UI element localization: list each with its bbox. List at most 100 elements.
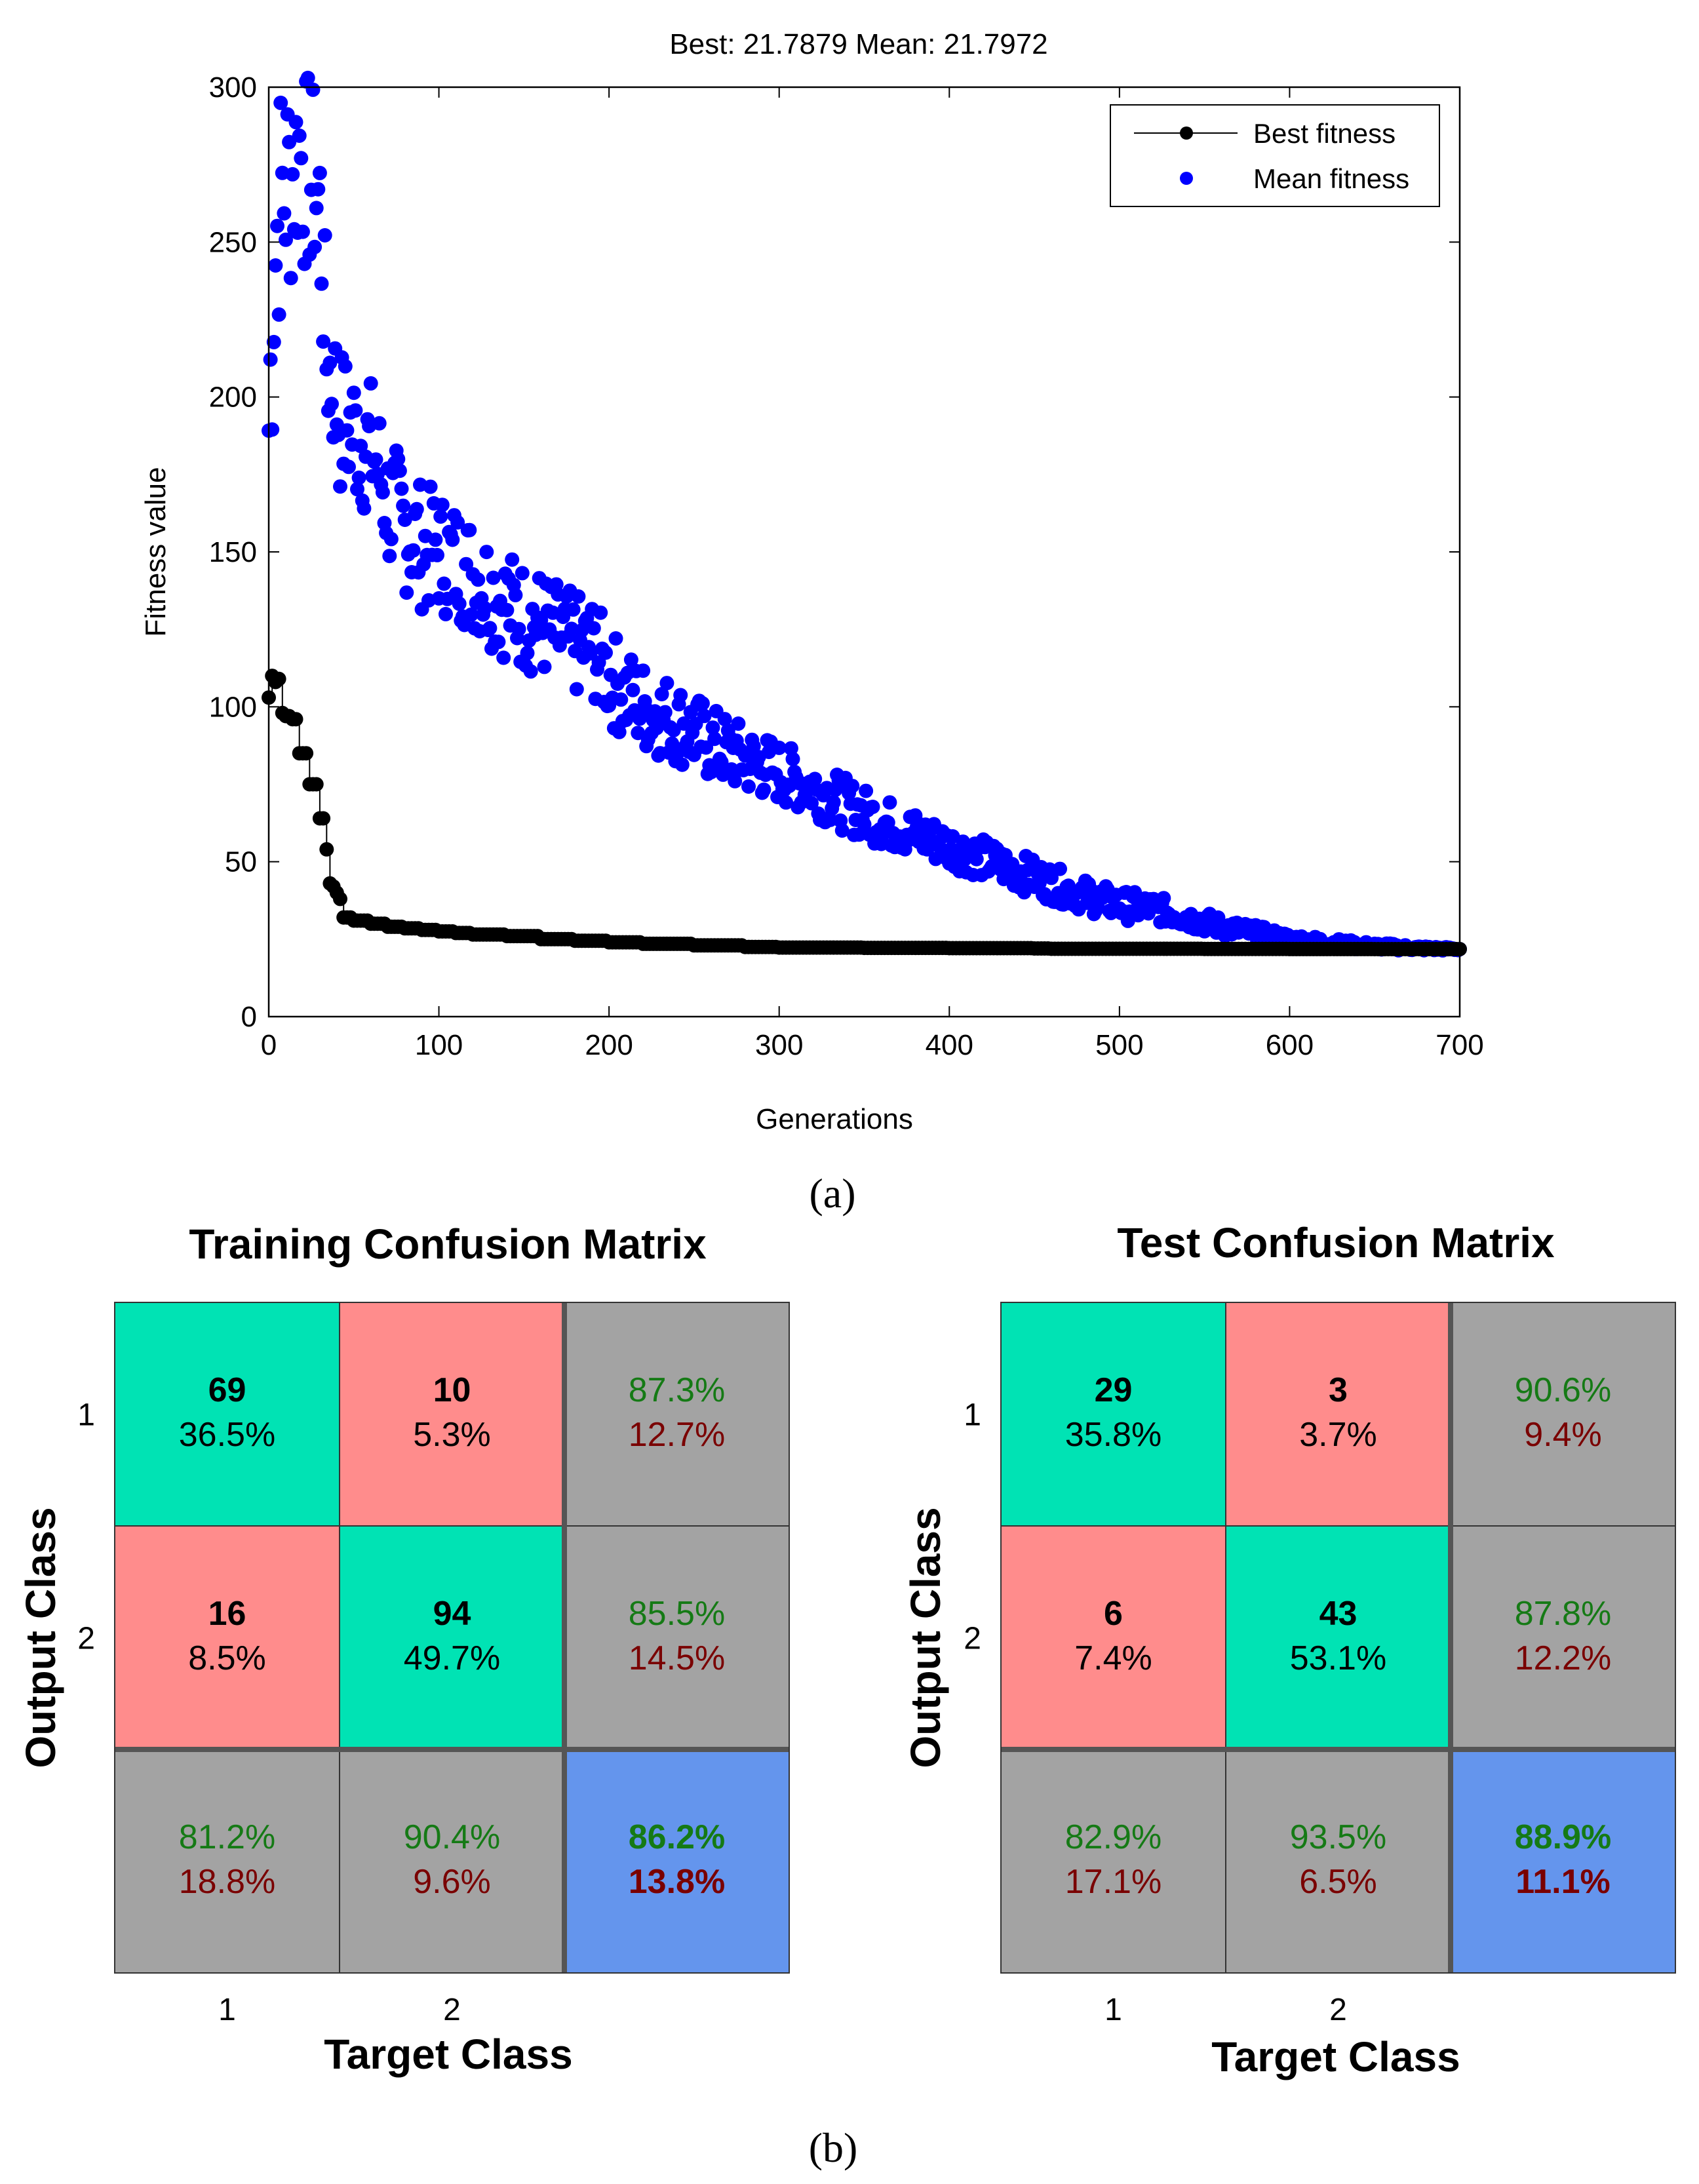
mean-fitness-point — [382, 549, 397, 564]
mean-fitness-point — [437, 576, 452, 591]
mean-fitness-point — [865, 800, 880, 814]
mean-fitness-point — [612, 724, 627, 739]
cell-percent-error: 6.5% — [1299, 1863, 1377, 1901]
mean-fitness-point — [636, 663, 651, 678]
best-fitness-point — [316, 811, 331, 826]
mean-fitness-point — [608, 631, 623, 646]
mean-fitness-point — [265, 422, 280, 437]
mean-fitness-point — [452, 596, 467, 612]
mean-fitness-point — [273, 95, 288, 110]
mean-fitness-point — [826, 795, 841, 809]
mean-fitness-point — [433, 509, 448, 524]
cell-percent-error: 14.5% — [629, 1639, 725, 1677]
mean-fitness-point — [785, 752, 800, 766]
test-confusion-matrix: Test Confusion Matrix 29 35.8% 3 3.7% 90.6% 9.… — [902, 1219, 1676, 2080]
mean-fitness-point — [969, 851, 984, 867]
mean-fitness-point — [583, 646, 598, 661]
fitness-plot-frame — [267, 86, 1461, 1018]
fitness-chart: Best: 21.7879 Mean: 21.7972 0 100 200 300 40… — [140, 28, 1484, 1217]
matrix-cell-incorrect — [339, 1302, 565, 1527]
legend-best-marker — [1180, 127, 1193, 140]
mean-fitness-point — [508, 587, 523, 602]
mean-fitness-point — [707, 731, 722, 747]
mean-fitness-point — [882, 795, 897, 810]
mean-fitness-point — [845, 779, 860, 794]
mean-fitness-point — [406, 543, 421, 558]
mean-fitness-point — [312, 165, 327, 180]
cell-percent-error: 17.1% — [1065, 1863, 1162, 1901]
cell-percent-correct: 87.8% — [1515, 1595, 1611, 1633]
mean-fitness-point — [714, 754, 729, 770]
cell-percent-correct: 90.4% — [404, 1818, 500, 1856]
mean-fitness-point — [956, 834, 971, 849]
mean-fitness-point — [305, 82, 321, 97]
mean-fitness-point — [1053, 861, 1067, 876]
y-tick-label: 150 — [209, 536, 257, 568]
output-class-tick: 1 — [964, 1398, 981, 1433]
best-fitness-point — [333, 891, 347, 907]
cell-count: 69 — [208, 1371, 246, 1409]
cell-percent: 8.5% — [188, 1639, 266, 1677]
mean-fitness-point — [756, 782, 771, 797]
mean-fitness-point — [372, 416, 387, 431]
mean-fitness-point — [783, 741, 798, 756]
mean-fitness-point — [463, 607, 478, 622]
panel-a-label: (a) — [809, 1170, 855, 1217]
y-tick-label: 300 — [209, 71, 257, 104]
mean-fitness-point — [746, 739, 761, 754]
mean-fitness-point — [277, 206, 292, 221]
mean-fitness-point — [571, 589, 586, 604]
mean-fitness-point — [491, 634, 506, 650]
matrix-cell-summary — [114, 1749, 340, 1974]
matrix-cell-summary — [1450, 1525, 1676, 1750]
cell-percent-error: 12.7% — [629, 1416, 725, 1454]
y-axis-ticks: 0 50 100 150 200 250 300 — [209, 71, 1460, 1033]
target-class-label: Target Class — [1211, 2033, 1460, 2080]
matrix-cell-correct — [114, 1302, 340, 1527]
cell-percent-correct: 82.9% — [1065, 1818, 1162, 1856]
cell-percent-error: 18.8% — [179, 1863, 275, 1901]
matrix-cell-summary — [564, 1525, 790, 1750]
mean-fitness-point — [363, 376, 378, 391]
mean-fitness-point — [338, 359, 353, 374]
target-class-label: Target Class — [324, 2031, 572, 2078]
cell-percent-error: 9.4% — [1524, 1416, 1602, 1454]
mean-fitness-point — [515, 566, 530, 581]
mean-fitness-point — [307, 239, 322, 254]
mean-fitness-point — [666, 722, 681, 737]
cell-percent-correct: 88.9% — [1515, 1818, 1611, 1856]
matrix-cell-correct — [339, 1525, 565, 1750]
mean-fitness-point — [771, 740, 787, 755]
mean-fitness-point — [263, 352, 278, 367]
legend: Best fitness Mean fitness — [1110, 104, 1440, 207]
mean-fitness-point — [270, 218, 284, 233]
mean-fitness-point — [654, 687, 669, 701]
mean-fitness-point — [288, 115, 303, 130]
cell-percent-correct: 90.6% — [1515, 1371, 1611, 1409]
mean-fitness-point — [383, 532, 399, 547]
mean-fitness-point — [300, 70, 315, 85]
legend-mean-marker — [1180, 172, 1193, 185]
best-fitness-point — [299, 746, 314, 761]
mean-fitness-point — [741, 779, 756, 794]
mean-fitness-point — [350, 482, 364, 497]
best-fitness-point — [309, 777, 324, 792]
mean-fitness-point — [351, 470, 366, 485]
mean-fitness-point — [353, 439, 368, 454]
mean-fitness-point — [394, 481, 409, 496]
mean-fitness-point — [614, 692, 629, 707]
mean-fitness-point — [834, 823, 850, 838]
mean-fitness-point — [428, 532, 443, 547]
mean-fitness-point — [357, 501, 372, 516]
x-tick-label: 200 — [585, 1029, 633, 1061]
panel-b-label: (b) — [809, 2124, 858, 2171]
target-class-tick: 1 — [218, 1993, 236, 2027]
mean-fitness-point — [459, 556, 474, 572]
training-confusion-matrix: Training Confusion Matrix 69 36.5% 10 5.3% 87… — [17, 1220, 790, 2078]
mean-fitness-point — [623, 652, 638, 667]
matrix-cell-correct — [1000, 1302, 1226, 1527]
mean-fitness-point — [392, 463, 407, 478]
mean-fitness-point — [430, 547, 444, 562]
mean-fitness-point — [631, 726, 646, 741]
